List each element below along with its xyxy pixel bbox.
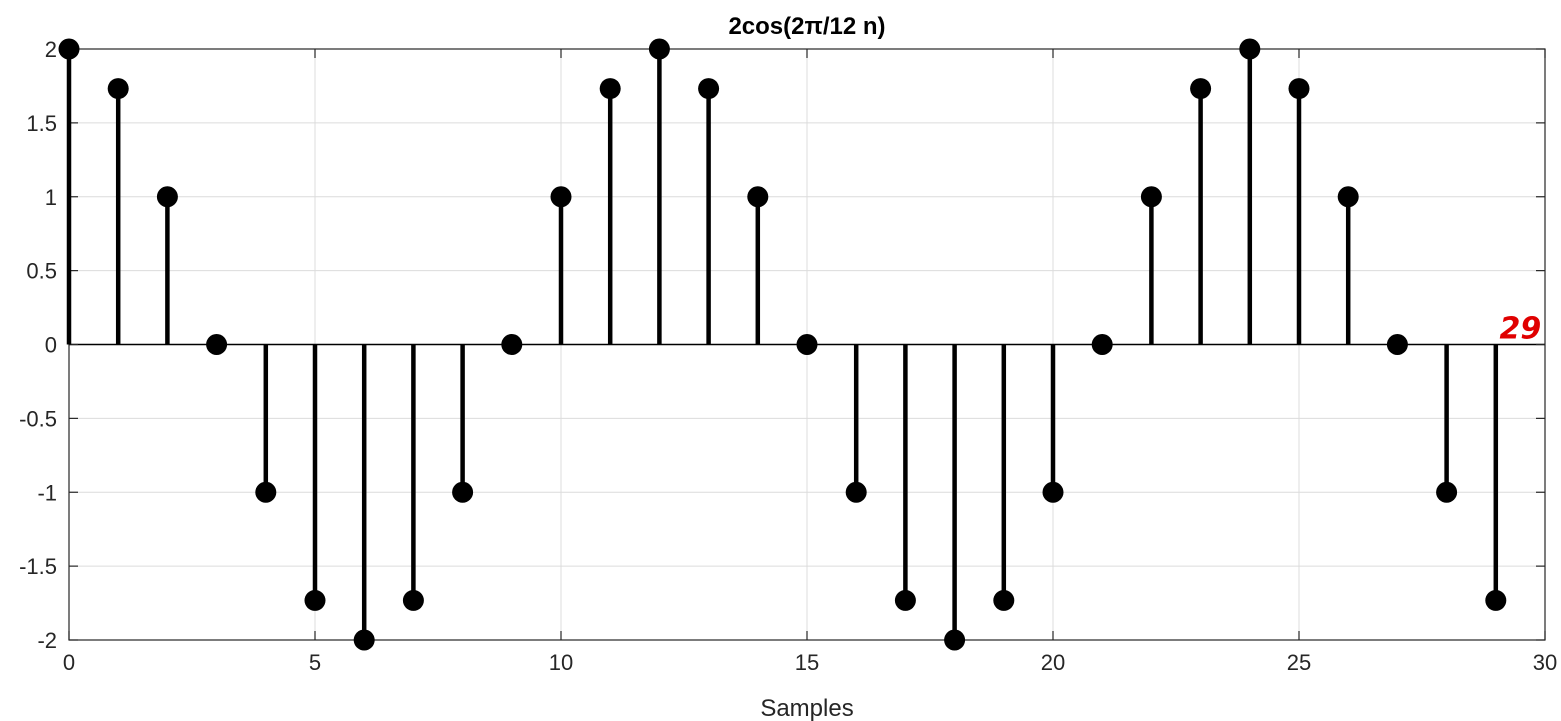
y-tick-label: 2 bbox=[45, 37, 57, 62]
y-tick-label: 0 bbox=[45, 333, 57, 358]
chart-title: 2cos(2π/12 n) bbox=[728, 13, 885, 40]
stem-marker bbox=[1190, 78, 1212, 100]
stem-marker bbox=[107, 78, 129, 100]
stem-marker bbox=[894, 589, 916, 611]
stem-marker bbox=[1140, 186, 1162, 208]
stem-marker bbox=[1485, 589, 1507, 611]
x-tick-label: 0 bbox=[63, 650, 75, 675]
stem-marker bbox=[206, 334, 228, 355]
y-tick-label: -1 bbox=[37, 480, 57, 505]
tick-labels: 0 5 10 15 20 25 30 2 1.5 1 0.5 0 -0.5 -1 -1.5 -2 bbox=[19, 37, 1557, 675]
stem-marker bbox=[1042, 481, 1064, 503]
stem-marker bbox=[648, 38, 670, 60]
stem-marker bbox=[1288, 78, 1310, 100]
stem-marker bbox=[452, 481, 474, 503]
stem-marker bbox=[501, 334, 523, 355]
stem-marker bbox=[550, 186, 572, 208]
stem-marker bbox=[156, 186, 178, 208]
stem-marker bbox=[402, 589, 424, 611]
stem-marker bbox=[58, 38, 80, 60]
y-tick-label: 1.5 bbox=[26, 111, 57, 136]
annotations: 29 bbox=[1500, 311, 1542, 346]
stem-marker bbox=[353, 629, 375, 651]
stem-marker bbox=[1337, 186, 1359, 208]
stem-marker bbox=[747, 186, 769, 208]
stem-marker bbox=[1091, 334, 1113, 355]
annotation-text: 29 bbox=[1500, 311, 1542, 346]
stem-marker bbox=[1386, 334, 1408, 355]
stem-marker bbox=[993, 589, 1015, 611]
stem-marker bbox=[599, 78, 621, 100]
x-tick-label: 30 bbox=[1533, 650, 1557, 675]
x-tick-label: 10 bbox=[549, 650, 573, 675]
x-tick-label: 25 bbox=[1287, 650, 1311, 675]
stems bbox=[58, 38, 1507, 651]
stem-marker bbox=[255, 481, 277, 503]
stem-marker bbox=[796, 334, 818, 355]
stem-marker bbox=[304, 589, 326, 611]
stem-marker bbox=[944, 629, 966, 651]
y-tick-label: 0.5 bbox=[26, 259, 57, 284]
x-axis-label: Samples bbox=[760, 695, 853, 721]
x-tick-label: 5 bbox=[309, 650, 321, 675]
x-tick-label: 15 bbox=[795, 650, 819, 675]
stem-marker bbox=[1436, 481, 1458, 503]
y-tick-label: -2 bbox=[37, 628, 57, 653]
stem-marker bbox=[845, 481, 867, 503]
y-tick-label: -1.5 bbox=[19, 554, 57, 579]
y-tick-label: 1 bbox=[45, 185, 57, 210]
stem-marker bbox=[1239, 38, 1261, 60]
y-tick-label: -0.5 bbox=[19, 406, 57, 431]
stem-marker bbox=[698, 78, 720, 100]
x-tick-label: 20 bbox=[1041, 650, 1065, 675]
